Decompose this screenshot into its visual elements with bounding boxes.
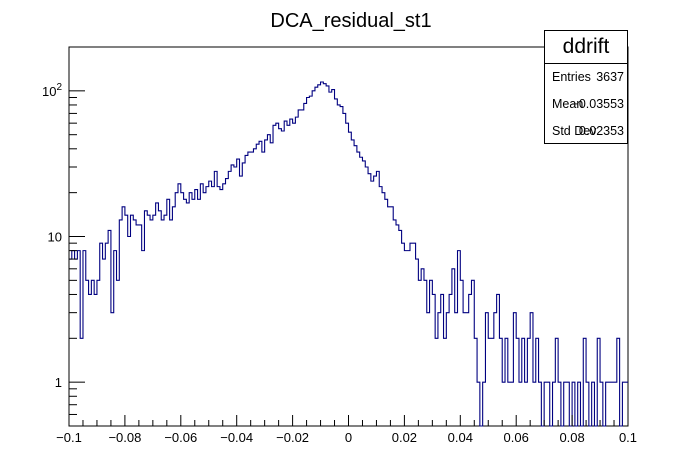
stats-stddev-value: 0.02353 [578,124,624,138]
stats-stddev-label: Std Dev [552,124,597,138]
x-tick-label: 0.02 [392,430,417,445]
y-tick-label: 10 [48,230,62,245]
x-tick-label: 0.06 [504,430,529,445]
stats-box: ddrift Entries 3637 Mean −0.03553 Std De… [544,30,628,144]
y-axis: 1 10 102 [42,46,85,427]
x-tick-label: 0.1 [619,430,637,445]
x-tick-label: −0.04 [220,430,253,445]
stats-entries-value: 3637 [596,70,624,84]
histogram-line [69,81,628,427]
stats-row-entries: Entries 3637 [545,64,627,91]
stats-entries-label: Entries [552,70,591,84]
x-tick-label: 0 [345,430,352,445]
x-tick-label: −0.06 [164,430,197,445]
histogram-bins [69,81,628,427]
y-tick-label: 102 [42,82,62,99]
stats-histogram-name: ddrift [545,31,627,64]
stats-mean-label: Mean [552,97,584,111]
x-axis: −0.1 −0.08 −0.06 −0.04 −0.02 0 0.02 0.04 0.06 0.0… [56,415,637,445]
x-tick-label: −0.02 [276,430,309,445]
stats-row-mean: Mean −0.03553 [545,91,627,118]
chart-title: DCA_residual_st1 [270,10,431,32]
x-tick-label: −0.1 [56,430,82,445]
x-tick-label: 0.04 [448,430,473,445]
x-tick-label: −0.08 [108,430,141,445]
y-tick-label: 1 [55,375,62,390]
x-tick-label: 0.08 [559,430,584,445]
stats-mean-value: −0.03553 [571,97,624,111]
stats-row-stddev: Std Dev 0.02353 [545,118,627,145]
